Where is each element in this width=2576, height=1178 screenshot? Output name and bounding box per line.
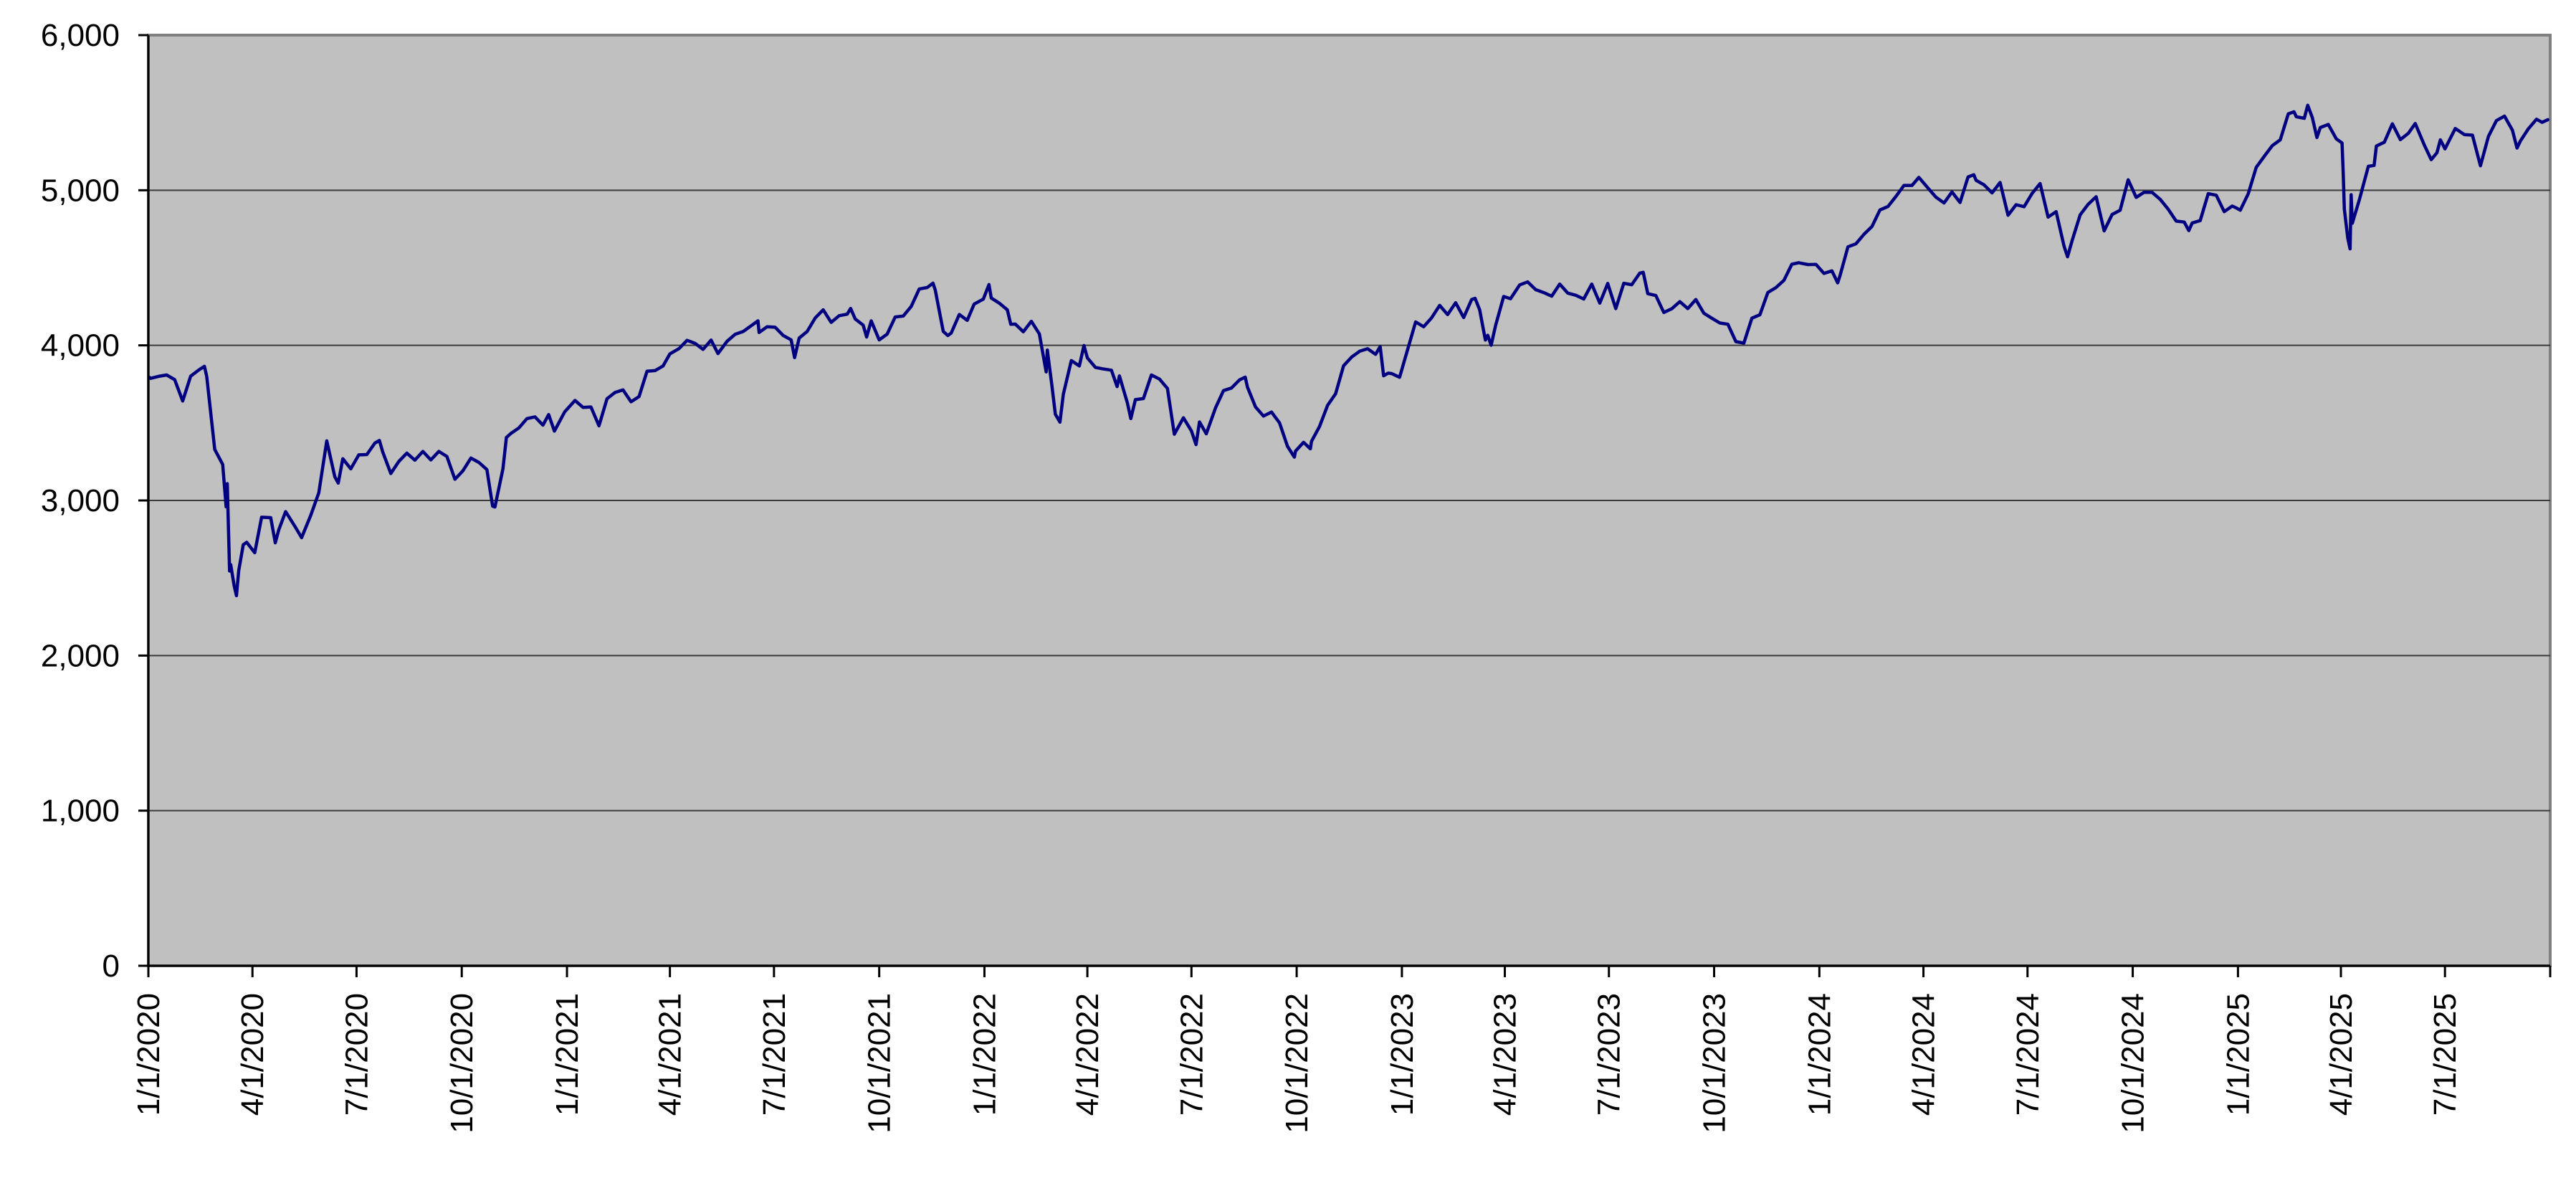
x-tick-label: 4/1/2021 [653,993,688,1116]
x-tick-label: 10/1/2021 [862,993,897,1134]
x-tick-label: 1/1/2025 [2220,993,2256,1116]
series-line [148,103,2550,598]
x-tick-label: 1/1/2023 [1385,993,1420,1116]
x-tick-label: 7/1/2021 [757,993,792,1116]
y-tick-label: 1,000 [41,794,120,829]
x-tick-label: 7/1/2020 [339,993,374,1116]
y-tick-label: 0 [102,949,120,984]
x-tick-label: 7/1/2024 [2010,993,2046,1116]
y-tick-label: 4,000 [41,328,120,364]
x-tick-label: 4/1/2022 [1070,993,1105,1116]
x-tick-label: 4/1/2025 [2324,993,2359,1116]
y-tick-label: 5,000 [41,173,120,208]
x-tick-label: 7/1/2023 [1592,993,1627,1116]
y-tick-label: 2,000 [41,638,120,673]
x-tick-label: 4/1/2024 [1907,993,1942,1116]
y-tick-label: 3,000 [41,483,120,518]
x-tick-label: 7/1/2022 [1174,993,1209,1116]
x-tick-label: 1/1/2021 [550,993,585,1116]
x-tick-label: 10/1/2024 [2116,993,2151,1134]
x-tick-label: 4/1/2023 [1488,993,1523,1116]
x-tick-label: 10/1/2023 [1697,993,1732,1134]
y-tick-label: 6,000 [41,18,120,53]
x-tick-label: 10/1/2022 [1279,993,1315,1134]
x-tick-label: 7/1/2025 [2428,993,2463,1116]
x-tick-label: 10/1/2020 [444,993,480,1134]
x-tick-label: 1/1/2024 [1802,993,1837,1116]
x-tick-label: 1/1/2020 [131,993,166,1116]
x-tick-label: 1/1/2022 [967,993,1002,1116]
x-tick-label: 4/1/2020 [235,993,270,1116]
